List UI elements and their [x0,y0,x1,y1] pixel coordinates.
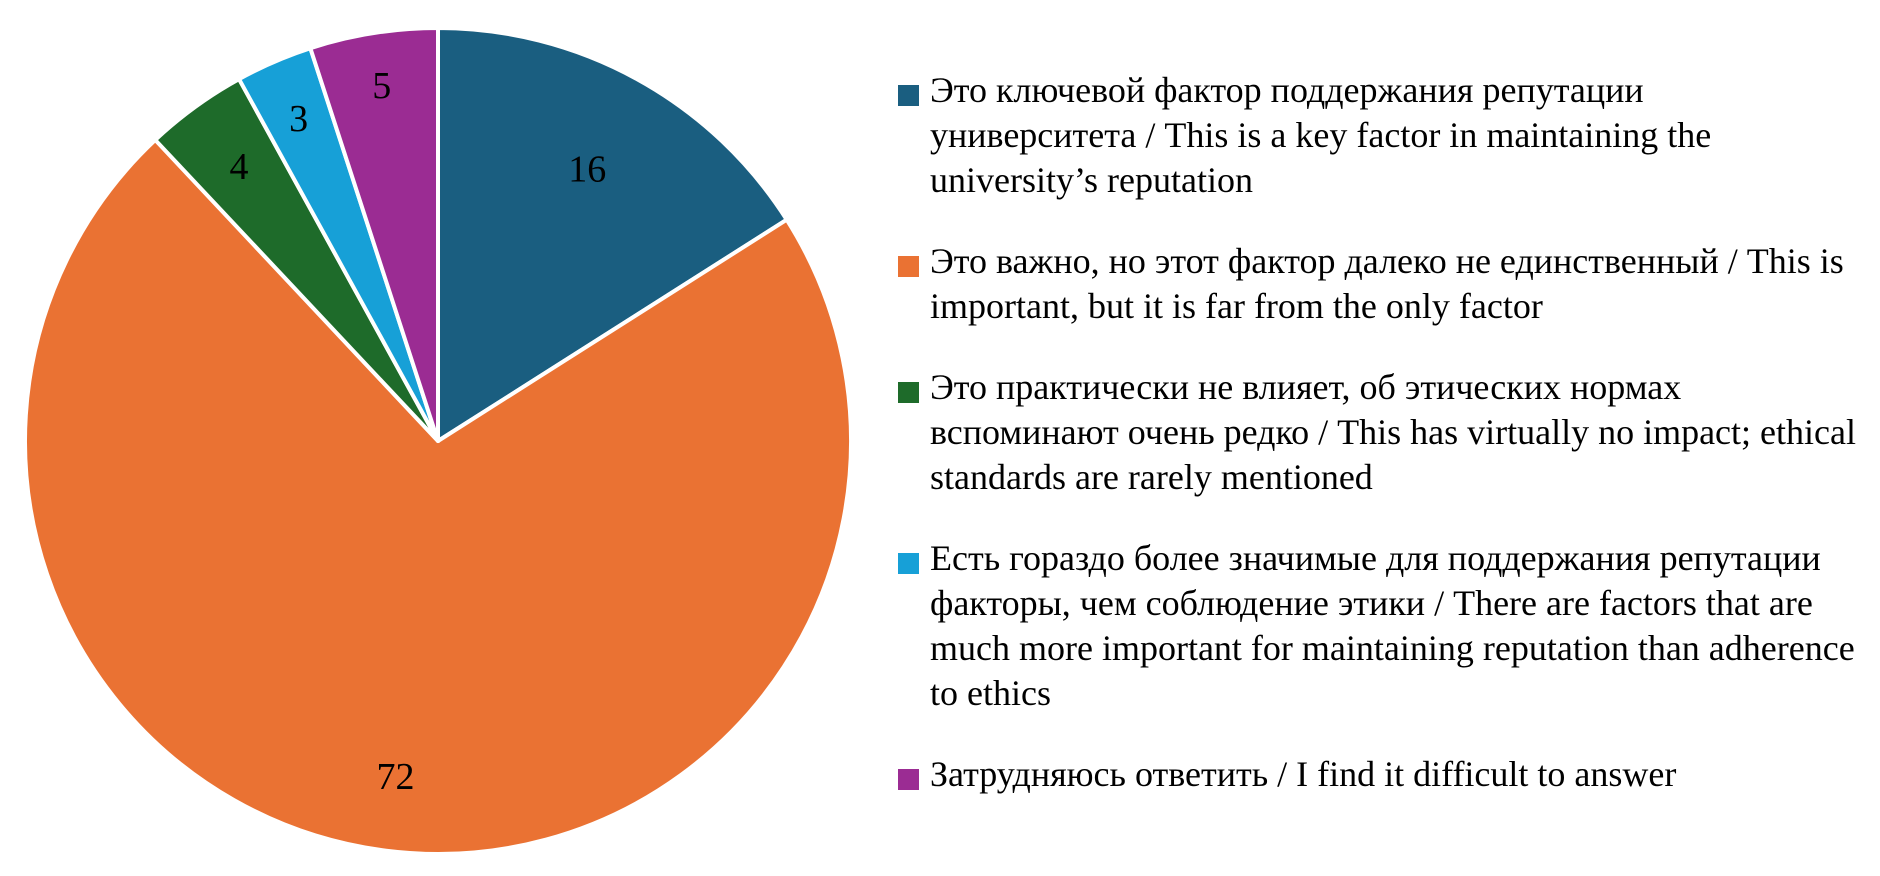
legend-swatch [898,256,919,277]
legend-swatch [898,85,919,106]
legend-swatch [898,769,919,790]
data-label-more-important-factors: 3 [289,98,308,140]
legend-item-no-impact: Это практически не влияет, об этических … [898,365,1858,500]
legend-swatch [898,382,919,403]
legend-label: Это ключевой фактор поддержания репутаци… [930,70,1712,200]
data-label-important-not-only: 72 [377,756,415,798]
legend-item-important-not-only: Это важно, но этот фактор далеко не един… [898,239,1858,329]
pie-slice-important-not-only [23,137,853,856]
legend-item-difficult-to-answer: Затрудняюсь ответить / I find it difficu… [898,752,1858,797]
pie-data-labels: 16 72 43 5 [229,65,606,798]
legend: Это ключевой фактор поддержания репутаци… [898,68,1858,833]
data-label-key-factor: 16 [568,149,606,191]
data-label-difficult-to-answer: 5 [372,65,391,107]
pie-slice-difficult-to-answer [308,26,440,443]
legend-label: Это важно, но этот фактор далеко не един… [930,241,1844,326]
pie-chart: 16 72 43 5 [23,26,853,856]
legend-label: Затрудняюсь ответить / I find it difficu… [930,754,1677,794]
legend-item-key-factor: Это ключевой фактор поддержания репутаци… [898,68,1858,203]
data-label-no-impact: 4 [229,146,248,188]
legend-item-more-important-factors: Есть гораздо более значимые для поддержа… [898,536,1858,716]
legend-swatch [898,553,919,574]
legend-label: Есть гораздо более значимые для поддержа… [930,538,1855,713]
legend-label: Это практически не влияет, об этических … [930,367,1856,497]
pie-slice-key-factor [436,26,789,443]
pie-slices [23,26,853,856]
